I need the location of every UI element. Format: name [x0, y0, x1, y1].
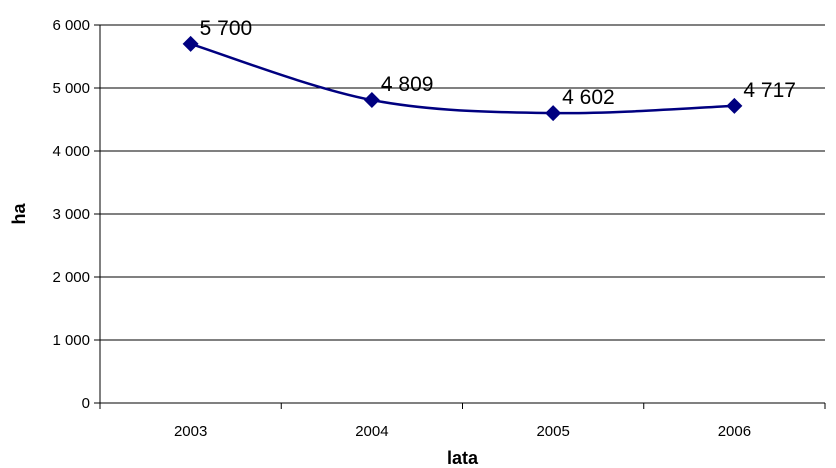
series-line-0 — [190, 42, 735, 115]
y-tick-label-4000: 4 000 — [52, 143, 90, 160]
data-point-2004 — [363, 92, 380, 109]
x-tick-label-2005: 2005 — [536, 423, 569, 440]
data-point-2006 — [726, 97, 743, 114]
y-tick-label-1000: 1 000 — [52, 332, 90, 349]
x-axis-title: lata — [447, 448, 479, 468]
y-tick-label-3000: 3 000 — [52, 206, 90, 223]
data-labels: 5 700 4 809 4 602 4 717 — [200, 17, 796, 109]
y-axis-ticks: 0 1 000 2 000 3 000 4 000 5 000 6 000 — [52, 17, 100, 412]
x-tick-label-2004: 2004 — [355, 423, 388, 440]
x-tick-label-2006: 2006 — [718, 423, 751, 440]
y-tick-label-2000: 2 000 — [52, 269, 90, 286]
x-tick-label-2003: 2003 — [174, 423, 207, 440]
data-label-2006: 4 717 — [743, 79, 796, 102]
y-tick-label-0: 0 — [82, 395, 90, 412]
grid-lines — [100, 24, 825, 341]
series-group — [182, 35, 743, 122]
data-point-2003 — [182, 35, 199, 52]
x-axis-ticks: 2003 2004 2005 2006 — [99, 403, 826, 440]
data-label-2004: 4 809 — [381, 73, 434, 96]
y-tick-label-6000: 6 000 — [52, 17, 90, 34]
y-tick-label-5000: 5 000 — [52, 80, 90, 97]
data-point-2005 — [545, 105, 562, 122]
data-label-2005: 4 602 — [562, 86, 615, 109]
data-label-2003: 5 700 — [200, 17, 253, 40]
y-axis-title: ha — [9, 203, 29, 225]
